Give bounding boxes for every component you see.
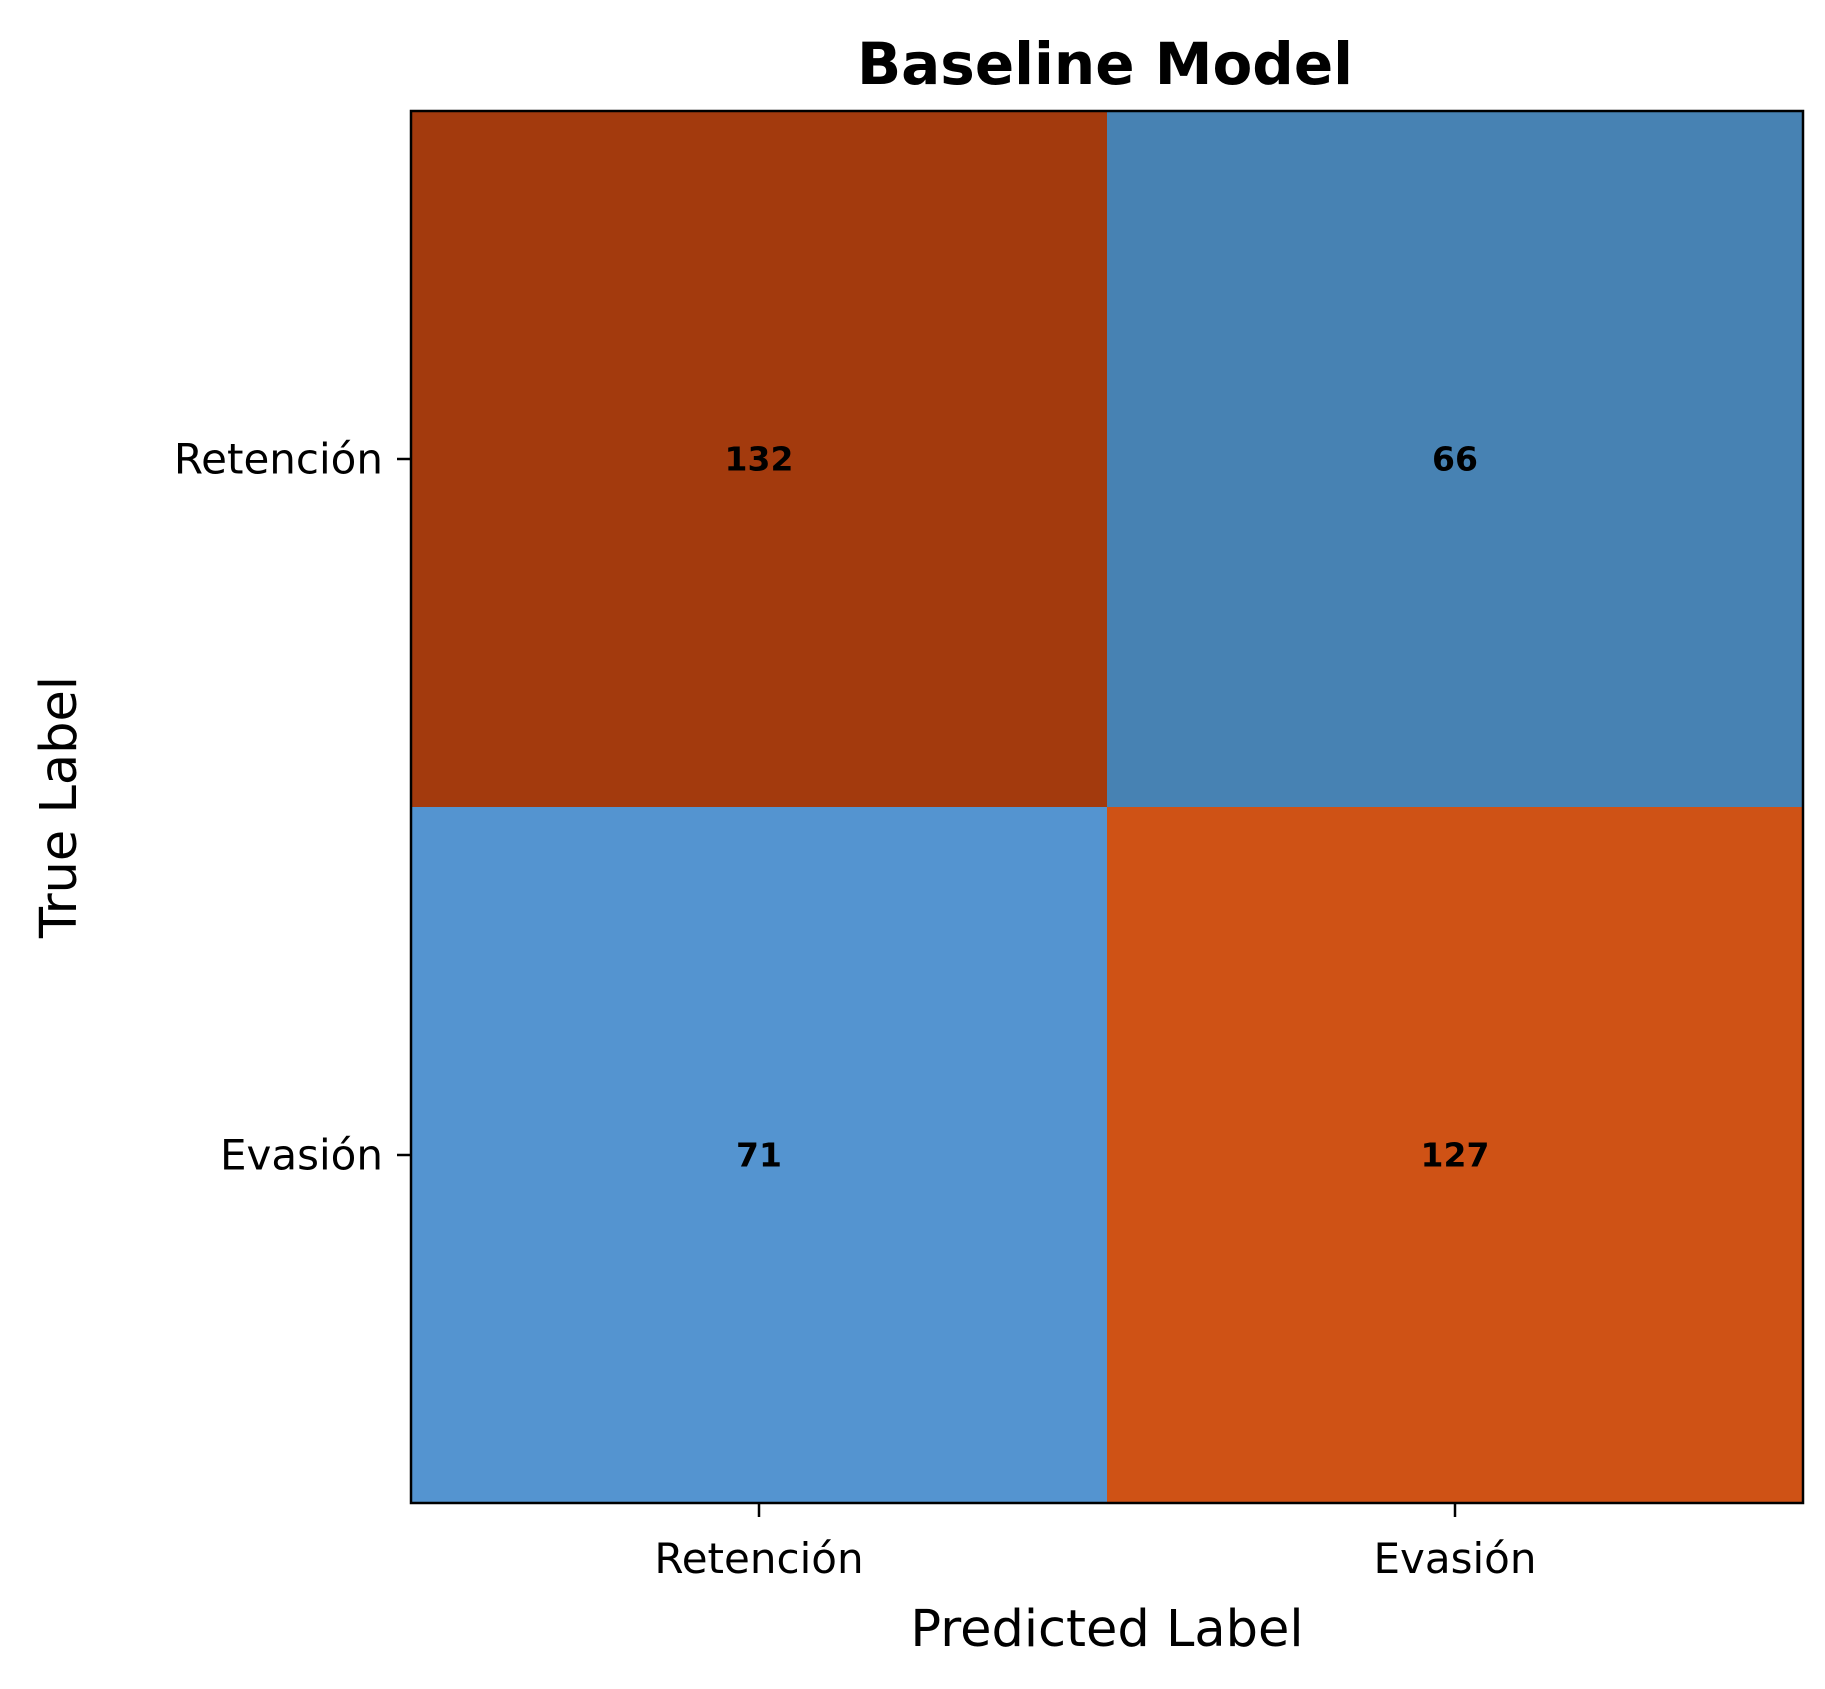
heatmap-cell — [411, 807, 1107, 1503]
heatmap-cells — [411, 111, 1803, 1503]
cell-value-label: 132 — [725, 440, 794, 479]
x-axis-ticks: Retención Evasión — [654, 1503, 1537, 1583]
x-axis-label: Predicted Label — [910, 1600, 1303, 1659]
y-axis-label: True Label — [30, 676, 89, 939]
cell-value-label: 127 — [1421, 1136, 1490, 1175]
heatmap-cell — [1107, 807, 1803, 1503]
heatmap-cell — [1107, 111, 1803, 807]
x-tick-label: Evasión — [1374, 1534, 1537, 1583]
x-tick-label: Retención — [654, 1534, 863, 1583]
heatmap-cell — [411, 111, 1107, 807]
y-axis-ticks: Retención Evasión — [174, 435, 411, 1180]
cell-value-label: 66 — [1432, 440, 1478, 479]
y-tick-label: Retención — [174, 435, 383, 484]
y-tick-label: Evasión — [220, 1131, 383, 1180]
plot-frame — [409, 109, 1805, 1505]
heatmap-cell-labels: 132 66 71 127 — [725, 440, 1490, 1175]
cell-value-label: 71 — [736, 1136, 782, 1175]
chart-title: Baseline Model — [857, 30, 1353, 98]
